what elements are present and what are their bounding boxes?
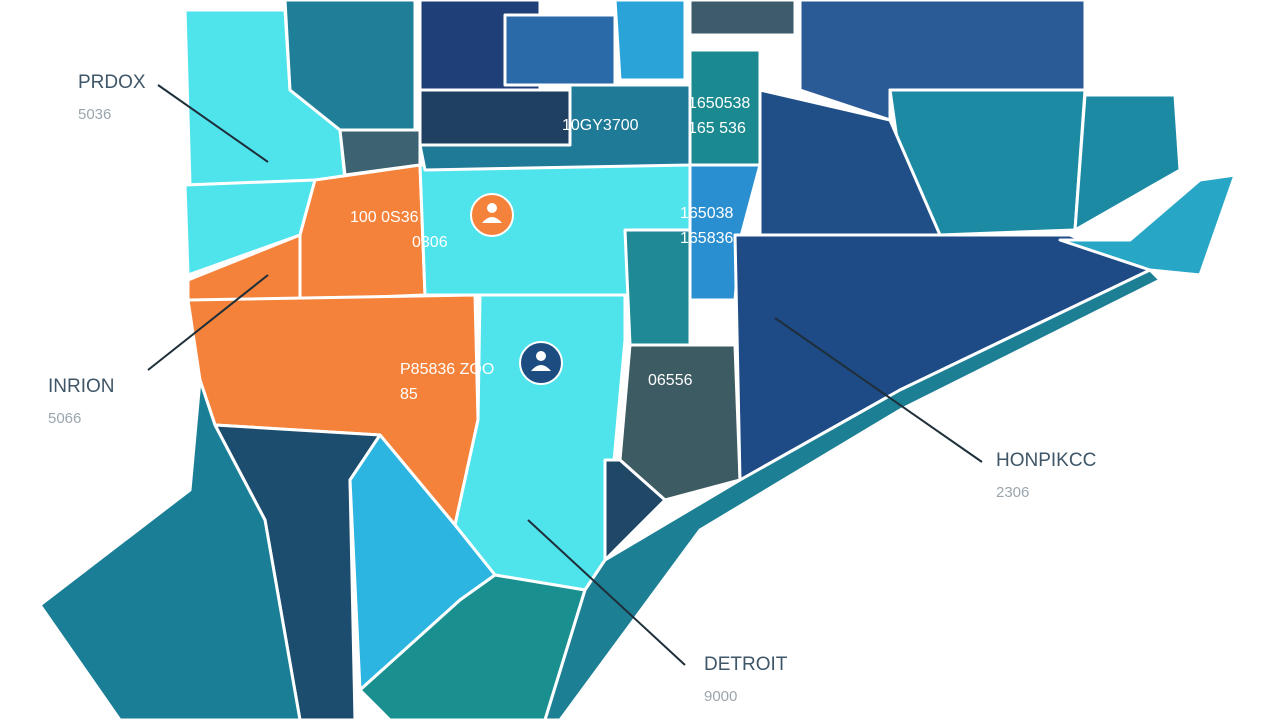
region [1073, 93, 1182, 232]
location-marker [519, 341, 563, 385]
marker-icon [536, 351, 546, 361]
callout-value: 5036 [78, 106, 111, 123]
callout-label: HONPIKCC [996, 450, 1096, 471]
region [618, 343, 742, 502]
callout-value: 9000 [704, 688, 737, 705]
leader-line [774, 317, 983, 463]
region [1058, 173, 1237, 277]
region [688, 0, 797, 37]
labels: PRDOX 5036 INRION 5066 HONPIKCC 2306 DETROIT 90… [48, 72, 1096, 705]
region [623, 228, 692, 347]
region-label: 100 0S36 [350, 209, 419, 226]
region [298, 163, 427, 302]
regions [38, 0, 1237, 720]
region [613, 0, 687, 82]
marker-icon [487, 203, 497, 213]
region [503, 13, 617, 87]
leaders [147, 84, 983, 666]
region [543, 268, 1162, 720]
callout-label: DETROIT [704, 654, 788, 675]
callout-label: PRDOX [78, 72, 146, 93]
region [733, 233, 1152, 482]
region-label: 165038 [680, 205, 733, 222]
region-label: 10GY3700 [562, 117, 639, 134]
markers [470, 193, 563, 385]
region [603, 458, 667, 562]
region [418, 88, 572, 147]
leader-line [527, 519, 686, 666]
callout-value: 5066 [48, 410, 81, 427]
location-marker [470, 193, 514, 237]
leader-line [147, 274, 269, 371]
region-label: P85836 ZOO [400, 361, 494, 378]
leader-line [157, 84, 269, 163]
region-label: 165 536 [688, 120, 746, 137]
region-label: 0306 [412, 234, 448, 251]
region [453, 293, 627, 592]
region [38, 378, 302, 720]
region-label: 165836 [680, 230, 733, 247]
callout-label: INRION [48, 376, 115, 397]
region-label: 85 [400, 386, 418, 403]
callout-value: 2306 [996, 484, 1029, 501]
marker-icon [531, 365, 551, 371]
region-label: 06556 [648, 372, 693, 389]
marker-icon [482, 217, 502, 223]
region-label: 1650538 [688, 95, 750, 112]
